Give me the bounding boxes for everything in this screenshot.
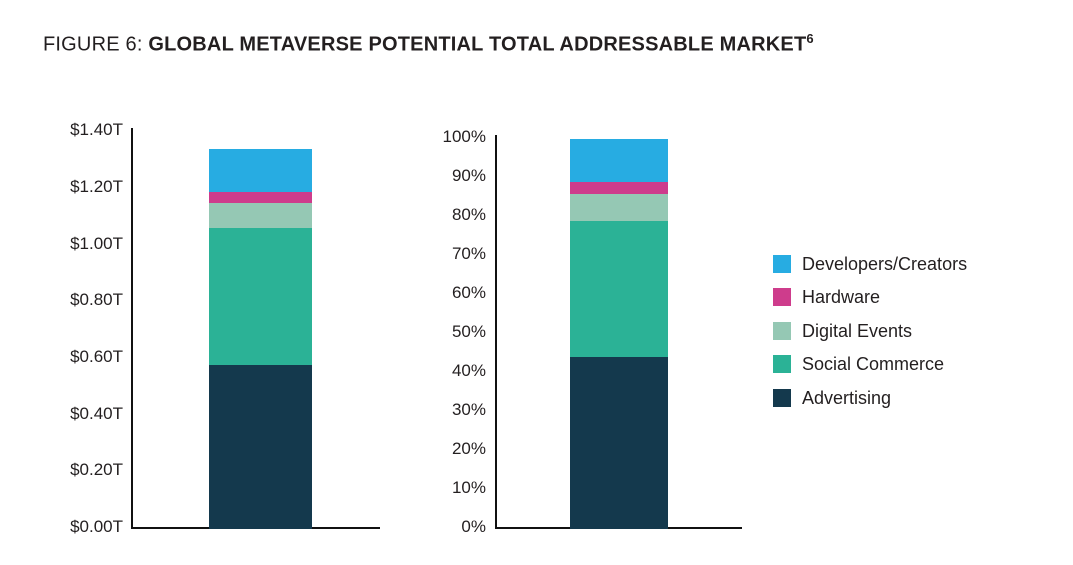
bar-segment-digital-events — [570, 193, 668, 221]
figure-title: FIGURE 6: GLOBAL METAVERSE POTENTIAL TOT… — [43, 31, 814, 57]
figure-number-label: FIGURE 6: — [43, 33, 149, 56]
y-axis-tick-label: 30% — [451, 400, 486, 419]
legend-label: Digital Events — [802, 320, 913, 341]
y-axis-line — [495, 135, 497, 529]
y-axis-tick-label: 70% — [451, 244, 486, 263]
legend-item-social-commerce: Social Commerce — [773, 348, 944, 380]
y-axis-tick-label: $0.40T — [70, 403, 123, 423]
bar-segment-hardware — [209, 191, 312, 203]
y-axis-tick-label: $0.80T — [70, 290, 123, 310]
figure-title-text: GLOBAL METAVERSE POTENTIAL TOTAL ADDRESS… — [148, 33, 807, 56]
y-axis-tick-label: 10% — [451, 478, 486, 497]
bar-segment-developers-creators — [570, 139, 668, 182]
legend-swatch-developers-creators — [773, 255, 791, 273]
y-axis-line — [131, 128, 133, 529]
legend-swatch-hardware — [773, 288, 791, 306]
y-axis-tick-label: 80% — [451, 205, 486, 224]
bar-segment-developers-creators — [209, 149, 312, 192]
bar-segment-advertising — [209, 364, 312, 529]
y-axis-tick-label: $1.00T — [70, 233, 123, 253]
y-axis-tick-label: 0% — [461, 517, 486, 536]
legend-item-developers-creators: Developers/Creators — [773, 248, 967, 280]
legend-item-hardware: Hardware — [773, 281, 880, 313]
legend-item-advertising: Advertising — [773, 382, 891, 414]
bar-segment-social-commerce — [209, 228, 312, 365]
y-axis-tick-label: 50% — [451, 322, 486, 341]
y-axis-tick-label: 40% — [451, 361, 486, 380]
y-axis-tick-label: $1.40T — [70, 120, 123, 140]
bar-segment-digital-events — [209, 202, 312, 229]
legend-item-digital-events: Digital Events — [773, 315, 912, 347]
legend-label: Developers/Creators — [802, 253, 968, 274]
footnote-reference: 6 — [806, 31, 814, 46]
legend-label: Social Commerce — [802, 353, 945, 374]
y-axis-tick-label: $0.00T — [70, 517, 123, 536]
legend-swatch-digital-events — [773, 322, 791, 340]
y-axis-tick-label: 100% — [442, 127, 486, 146]
legend-label: Hardware — [802, 286, 881, 307]
legend-label: Advertising — [802, 387, 892, 408]
legend-swatch-advertising — [773, 389, 791, 407]
y-axis-tick-label: $0.60T — [70, 346, 123, 366]
y-axis-tick-label: 90% — [451, 166, 486, 185]
y-axis-tick-label: $1.20T — [70, 176, 123, 196]
y-axis-tick-label: $0.20T — [70, 460, 123, 480]
legend-swatch-social-commerce — [773, 355, 791, 373]
bar-segment-social-commerce — [570, 220, 668, 358]
y-axis-tick-label: 20% — [451, 439, 486, 458]
bar-segment-advertising — [570, 357, 668, 529]
bar-segment-hardware — [570, 181, 668, 194]
y-axis-tick-label: 60% — [451, 283, 486, 302]
